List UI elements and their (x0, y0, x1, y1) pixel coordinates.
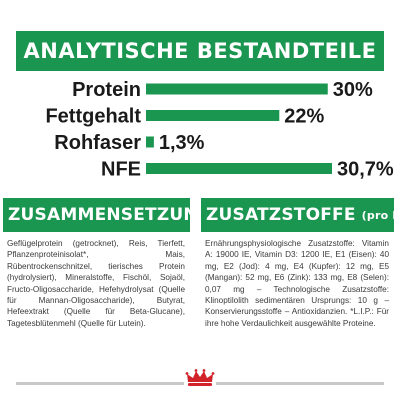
bar (146, 163, 332, 174)
additives-unit: (pro kg) (361, 208, 400, 222)
composition-text: Geflügelprotein (getrocknet), Reis, Tier… (7, 239, 185, 328)
royal-canin-crown-icon (184, 369, 216, 387)
nutrient-bar-chart: Protein 30% Fettgehalt 22% Rohfaser 1,3% NFE 30… (45, 79, 394, 181)
category-label: NFE (101, 159, 141, 181)
value-label: 22% (284, 106, 324, 128)
composition-header: ZUSAMMENSETZUNG (3, 198, 212, 232)
analysis-banner: ANALYTISCHE BESTANDTEILE (16, 31, 384, 71)
value-label: 30% (333, 79, 373, 101)
category-label: Protein (72, 79, 141, 101)
bar (146, 83, 328, 95)
additives-title: ZUSATZSTOFFE (206, 205, 356, 225)
additives-section: ZUSATZSTOFFE (pro kg) Ernährungsphysiolo… (201, 198, 400, 329)
analysis-title: ANALYTISCHE BESTANDTEILE (23, 39, 377, 63)
bar (146, 110, 280, 121)
value-label: 1,3% (159, 132, 205, 154)
additives-text: Ernährungsphysiologische Zusatzstoffe: V… (205, 239, 389, 328)
composition-title: ZUSAMMENSETZUNG (8, 205, 212, 225)
category-label: Fettgehalt (45, 106, 141, 128)
value-label: 30,7% (337, 159, 394, 181)
bar (146, 136, 154, 148)
additives-header: ZUSATZSTOFFE (pro kg) (201, 198, 400, 232)
category-label: Rohfaser (54, 132, 141, 154)
composition-section: ZUSAMMENSETZUNG Geflügelprotein (getrock… (3, 198, 212, 329)
